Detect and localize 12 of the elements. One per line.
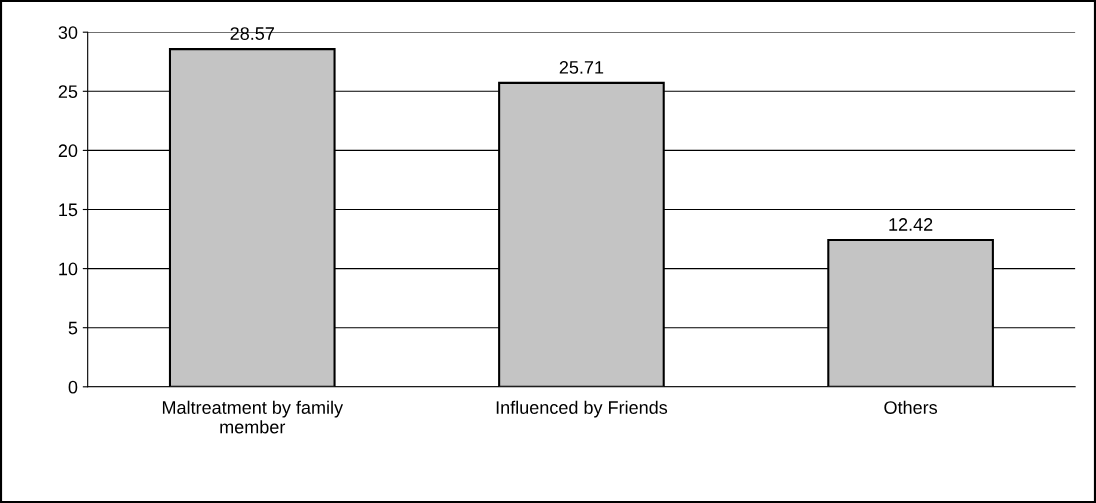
y-tick-label: 30 bbox=[58, 26, 78, 39]
data-label: 25.71 bbox=[559, 60, 604, 74]
y-tick-label: 0 bbox=[68, 380, 78, 394]
x-tick-label: Influenced by Friends bbox=[496, 400, 668, 418]
y-tick-label: 25 bbox=[58, 85, 78, 99]
y-tick-label: 15 bbox=[59, 203, 78, 217]
y-tick-label: 5 bbox=[68, 321, 78, 335]
y-tick-label: 20 bbox=[58, 144, 78, 158]
y-tick-label: 10 bbox=[59, 262, 78, 276]
data-label: 12.42 bbox=[889, 218, 933, 231]
x-tick-label: Maltreatment by family member bbox=[162, 400, 344, 434]
x-tick-label: Others bbox=[884, 400, 938, 414]
